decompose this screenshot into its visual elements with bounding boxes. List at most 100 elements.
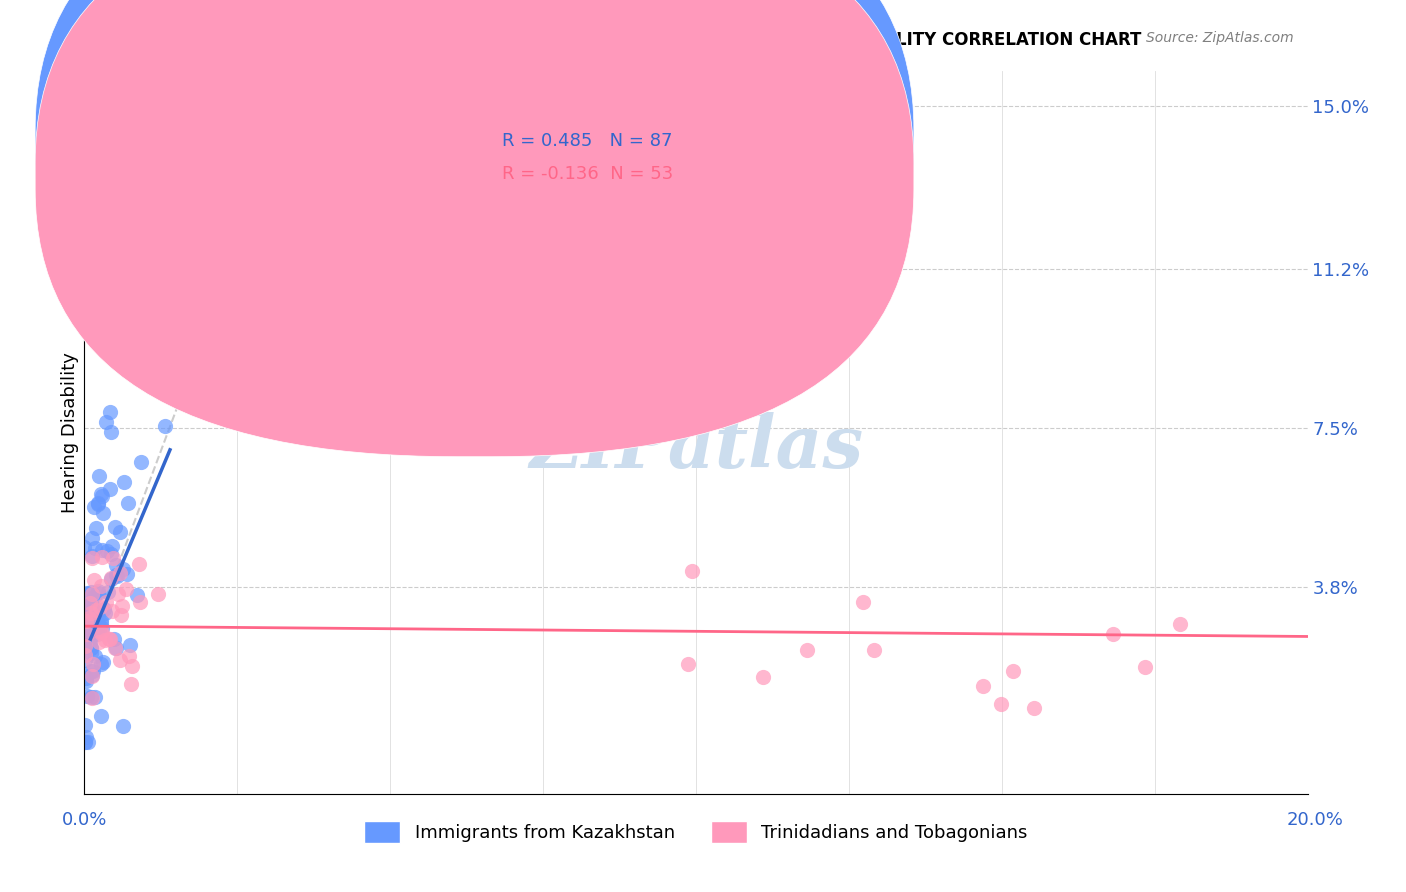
Point — [796, 643, 818, 657]
Point — [82, 657, 104, 672]
Point — [93, 633, 115, 648]
Point — [96, 543, 118, 558]
Point — [118, 648, 141, 663]
Point — [80, 646, 103, 660]
Text: 20.0%: 20.0% — [1286, 811, 1343, 829]
Point — [80, 665, 103, 679]
Point — [80, 531, 103, 545]
Point — [108, 525, 131, 540]
Point — [90, 489, 112, 503]
Point — [75, 614, 97, 628]
Point — [86, 497, 108, 511]
Point — [75, 626, 97, 640]
Point — [98, 482, 121, 496]
Point — [91, 655, 114, 669]
Point — [104, 558, 127, 572]
Point — [110, 566, 132, 581]
Point — [75, 614, 97, 628]
Point — [90, 657, 112, 672]
Point — [91, 621, 114, 635]
Point — [73, 653, 96, 667]
Text: R = -0.136  N = 53: R = -0.136 N = 53 — [502, 165, 673, 183]
Point — [93, 602, 115, 616]
Point — [83, 500, 105, 514]
Text: 0.0%: 0.0% — [62, 811, 107, 829]
Point — [100, 571, 122, 585]
Point — [75, 718, 97, 732]
Point — [90, 708, 112, 723]
Point — [120, 638, 142, 652]
Point — [129, 595, 152, 609]
Point — [107, 587, 129, 601]
Point — [990, 697, 1012, 711]
Point — [83, 541, 105, 556]
Point — [91, 542, 114, 557]
Point — [82, 549, 104, 564]
Text: R = 0.485   N = 87: R = 0.485 N = 87 — [502, 132, 672, 150]
Point — [77, 610, 100, 624]
Point — [80, 587, 103, 601]
Point — [80, 607, 103, 621]
Point — [104, 567, 127, 582]
Point — [75, 648, 97, 662]
Point — [100, 425, 122, 439]
Point — [1001, 664, 1024, 678]
Point — [79, 636, 101, 650]
Point — [79, 596, 101, 610]
Point — [115, 566, 138, 581]
Point — [89, 600, 111, 615]
Point — [87, 622, 110, 636]
Point — [111, 562, 134, 576]
Point — [94, 595, 117, 609]
Point — [104, 641, 127, 656]
Point — [82, 664, 104, 678]
Point — [86, 627, 108, 641]
Point — [80, 668, 103, 682]
Point — [76, 620, 98, 634]
Point — [75, 735, 97, 749]
Point — [110, 653, 132, 667]
Point — [90, 616, 112, 631]
Point — [1101, 627, 1123, 641]
Point — [80, 640, 103, 655]
Point — [120, 676, 142, 690]
Point — [75, 639, 97, 653]
Point — [752, 670, 775, 684]
Point — [98, 405, 121, 419]
Point — [678, 657, 700, 671]
Point — [90, 614, 112, 628]
Point — [83, 590, 105, 604]
Point — [112, 718, 135, 732]
Point — [86, 615, 108, 630]
Point — [681, 565, 703, 579]
Point — [91, 550, 114, 565]
Point — [114, 582, 136, 597]
Point — [75, 673, 97, 688]
Point — [84, 603, 107, 617]
Legend: Immigrants from Kazakhstan, Trinidadians and Tobagonians: Immigrants from Kazakhstan, Trinidadians… — [357, 814, 1035, 850]
Point — [77, 599, 100, 613]
Point — [97, 632, 120, 646]
Point — [146, 587, 169, 601]
Point — [87, 468, 110, 483]
Point — [82, 628, 104, 642]
Point — [76, 735, 98, 749]
Point — [97, 585, 120, 599]
Point — [1168, 617, 1191, 632]
Point — [101, 550, 124, 565]
Point — [82, 598, 104, 612]
Point — [80, 690, 103, 704]
Point — [83, 573, 105, 587]
Y-axis label: Hearing Disability: Hearing Disability — [60, 352, 79, 513]
Point — [82, 613, 104, 627]
Point — [86, 585, 108, 599]
Point — [80, 584, 103, 599]
Point — [73, 540, 96, 554]
Point — [852, 595, 875, 609]
Point — [80, 669, 103, 683]
Point — [87, 583, 110, 598]
Point — [76, 586, 98, 600]
Point — [77, 635, 100, 649]
Point — [100, 539, 122, 553]
Point — [91, 507, 114, 521]
